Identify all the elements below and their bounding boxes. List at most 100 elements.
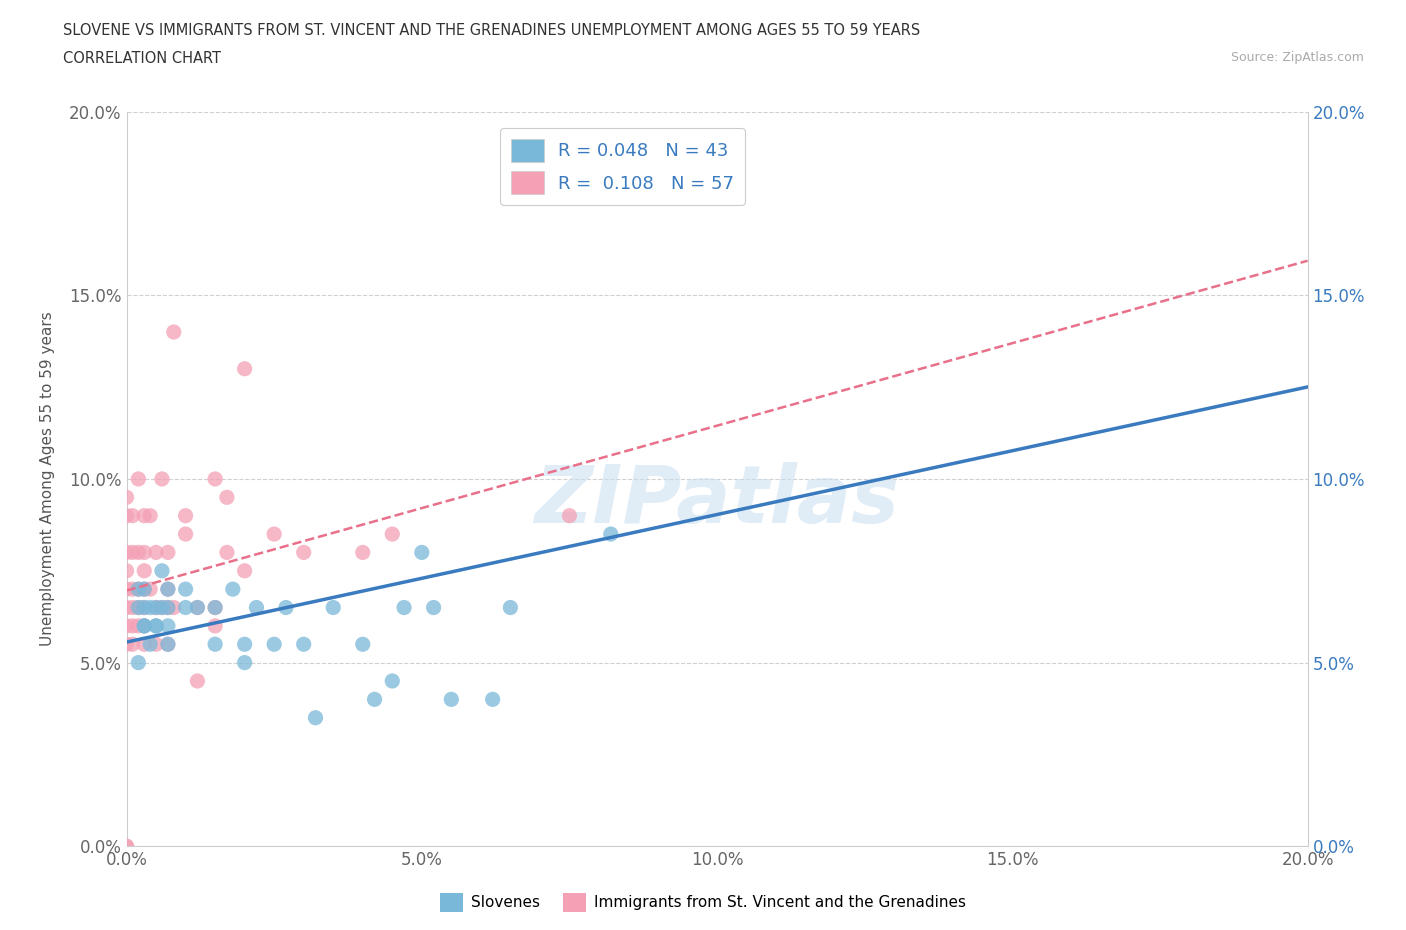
Point (292, 637, 315, 652)
Point (599, 526, 621, 541)
Point (139, 508, 162, 523)
Point (204, 600, 226, 615)
Point (440, 692, 463, 707)
Point (156, 600, 179, 615)
Point (134, 545, 156, 560)
Point (134, 600, 156, 615)
Point (204, 618, 226, 633)
Point (115, 600, 138, 615)
Point (186, 673, 208, 688)
Point (215, 545, 238, 560)
Point (150, 600, 173, 615)
Point (156, 600, 179, 615)
Point (121, 618, 143, 633)
Point (127, 582, 149, 597)
Point (150, 472, 173, 486)
Point (174, 508, 197, 523)
Point (558, 508, 581, 523)
Point (127, 618, 149, 633)
Point (422, 600, 444, 615)
Point (156, 582, 179, 597)
Point (392, 600, 415, 615)
Point (156, 637, 179, 652)
Point (134, 618, 156, 633)
Point (233, 637, 256, 652)
Point (115, 618, 138, 633)
Point (115, 637, 138, 652)
Point (145, 618, 167, 633)
Point (381, 673, 404, 688)
Point (245, 600, 267, 615)
Point (352, 545, 374, 560)
Point (115, 839, 138, 854)
Legend: R = 0.048   N = 43, R =  0.108   N = 57: R = 0.048 N = 43, R = 0.108 N = 57 (501, 128, 745, 206)
Point (233, 655, 256, 670)
Point (174, 526, 197, 541)
Point (139, 637, 162, 652)
Point (363, 692, 385, 707)
Point (263, 526, 285, 541)
Point (233, 564, 256, 578)
Point (499, 600, 522, 615)
Point (186, 600, 208, 615)
Point (163, 600, 186, 615)
Point (145, 545, 167, 560)
Legend: Slovenes, Immigrants from St. Vincent and the Grenadines: Slovenes, Immigrants from St. Vincent an… (434, 887, 972, 918)
Point (145, 637, 167, 652)
Point (222, 582, 245, 597)
Point (127, 655, 149, 670)
Point (174, 600, 197, 615)
Point (174, 582, 197, 597)
Point (127, 600, 149, 615)
Point (145, 600, 167, 615)
Point (127, 600, 149, 615)
Y-axis label: Unemployment Among Ages 55 to 59 years: Unemployment Among Ages 55 to 59 years (41, 312, 55, 646)
Point (127, 472, 149, 486)
Point (304, 711, 326, 725)
Point (134, 618, 156, 633)
Point (481, 692, 503, 707)
Point (215, 490, 238, 505)
Point (150, 600, 173, 615)
Text: CORRELATION CHART: CORRELATION CHART (63, 51, 221, 66)
Point (204, 600, 226, 615)
Point (134, 600, 156, 615)
Point (233, 361, 256, 376)
Point (676, 141, 699, 156)
Point (292, 545, 315, 560)
Point (115, 508, 138, 523)
Point (145, 618, 167, 633)
Point (156, 618, 179, 633)
Point (121, 545, 143, 560)
Point (134, 618, 156, 633)
Point (115, 564, 138, 578)
Point (121, 582, 143, 597)
Point (121, 600, 143, 615)
Point (145, 600, 167, 615)
Point (134, 582, 156, 597)
Point (134, 564, 156, 578)
Point (204, 472, 226, 486)
Point (115, 490, 138, 505)
Point (156, 582, 179, 597)
Point (381, 526, 404, 541)
Point (121, 508, 143, 523)
Point (127, 545, 149, 560)
Point (121, 637, 143, 652)
Point (263, 637, 285, 652)
Point (115, 545, 138, 560)
Point (322, 600, 344, 615)
Point (274, 600, 297, 615)
Point (134, 637, 156, 652)
Point (127, 582, 149, 597)
Text: SLOVENE VS IMMIGRANTS FROM ST. VINCENT AND THE GRENADINES UNEMPLOYMENT AMONG AGE: SLOVENE VS IMMIGRANTS FROM ST. VINCENT A… (63, 23, 921, 38)
Point (115, 582, 138, 597)
Point (163, 325, 186, 339)
Point (139, 582, 162, 597)
Point (150, 564, 173, 578)
Point (115, 839, 138, 854)
Point (186, 600, 208, 615)
Point (134, 582, 156, 597)
Point (134, 508, 156, 523)
Point (352, 637, 374, 652)
